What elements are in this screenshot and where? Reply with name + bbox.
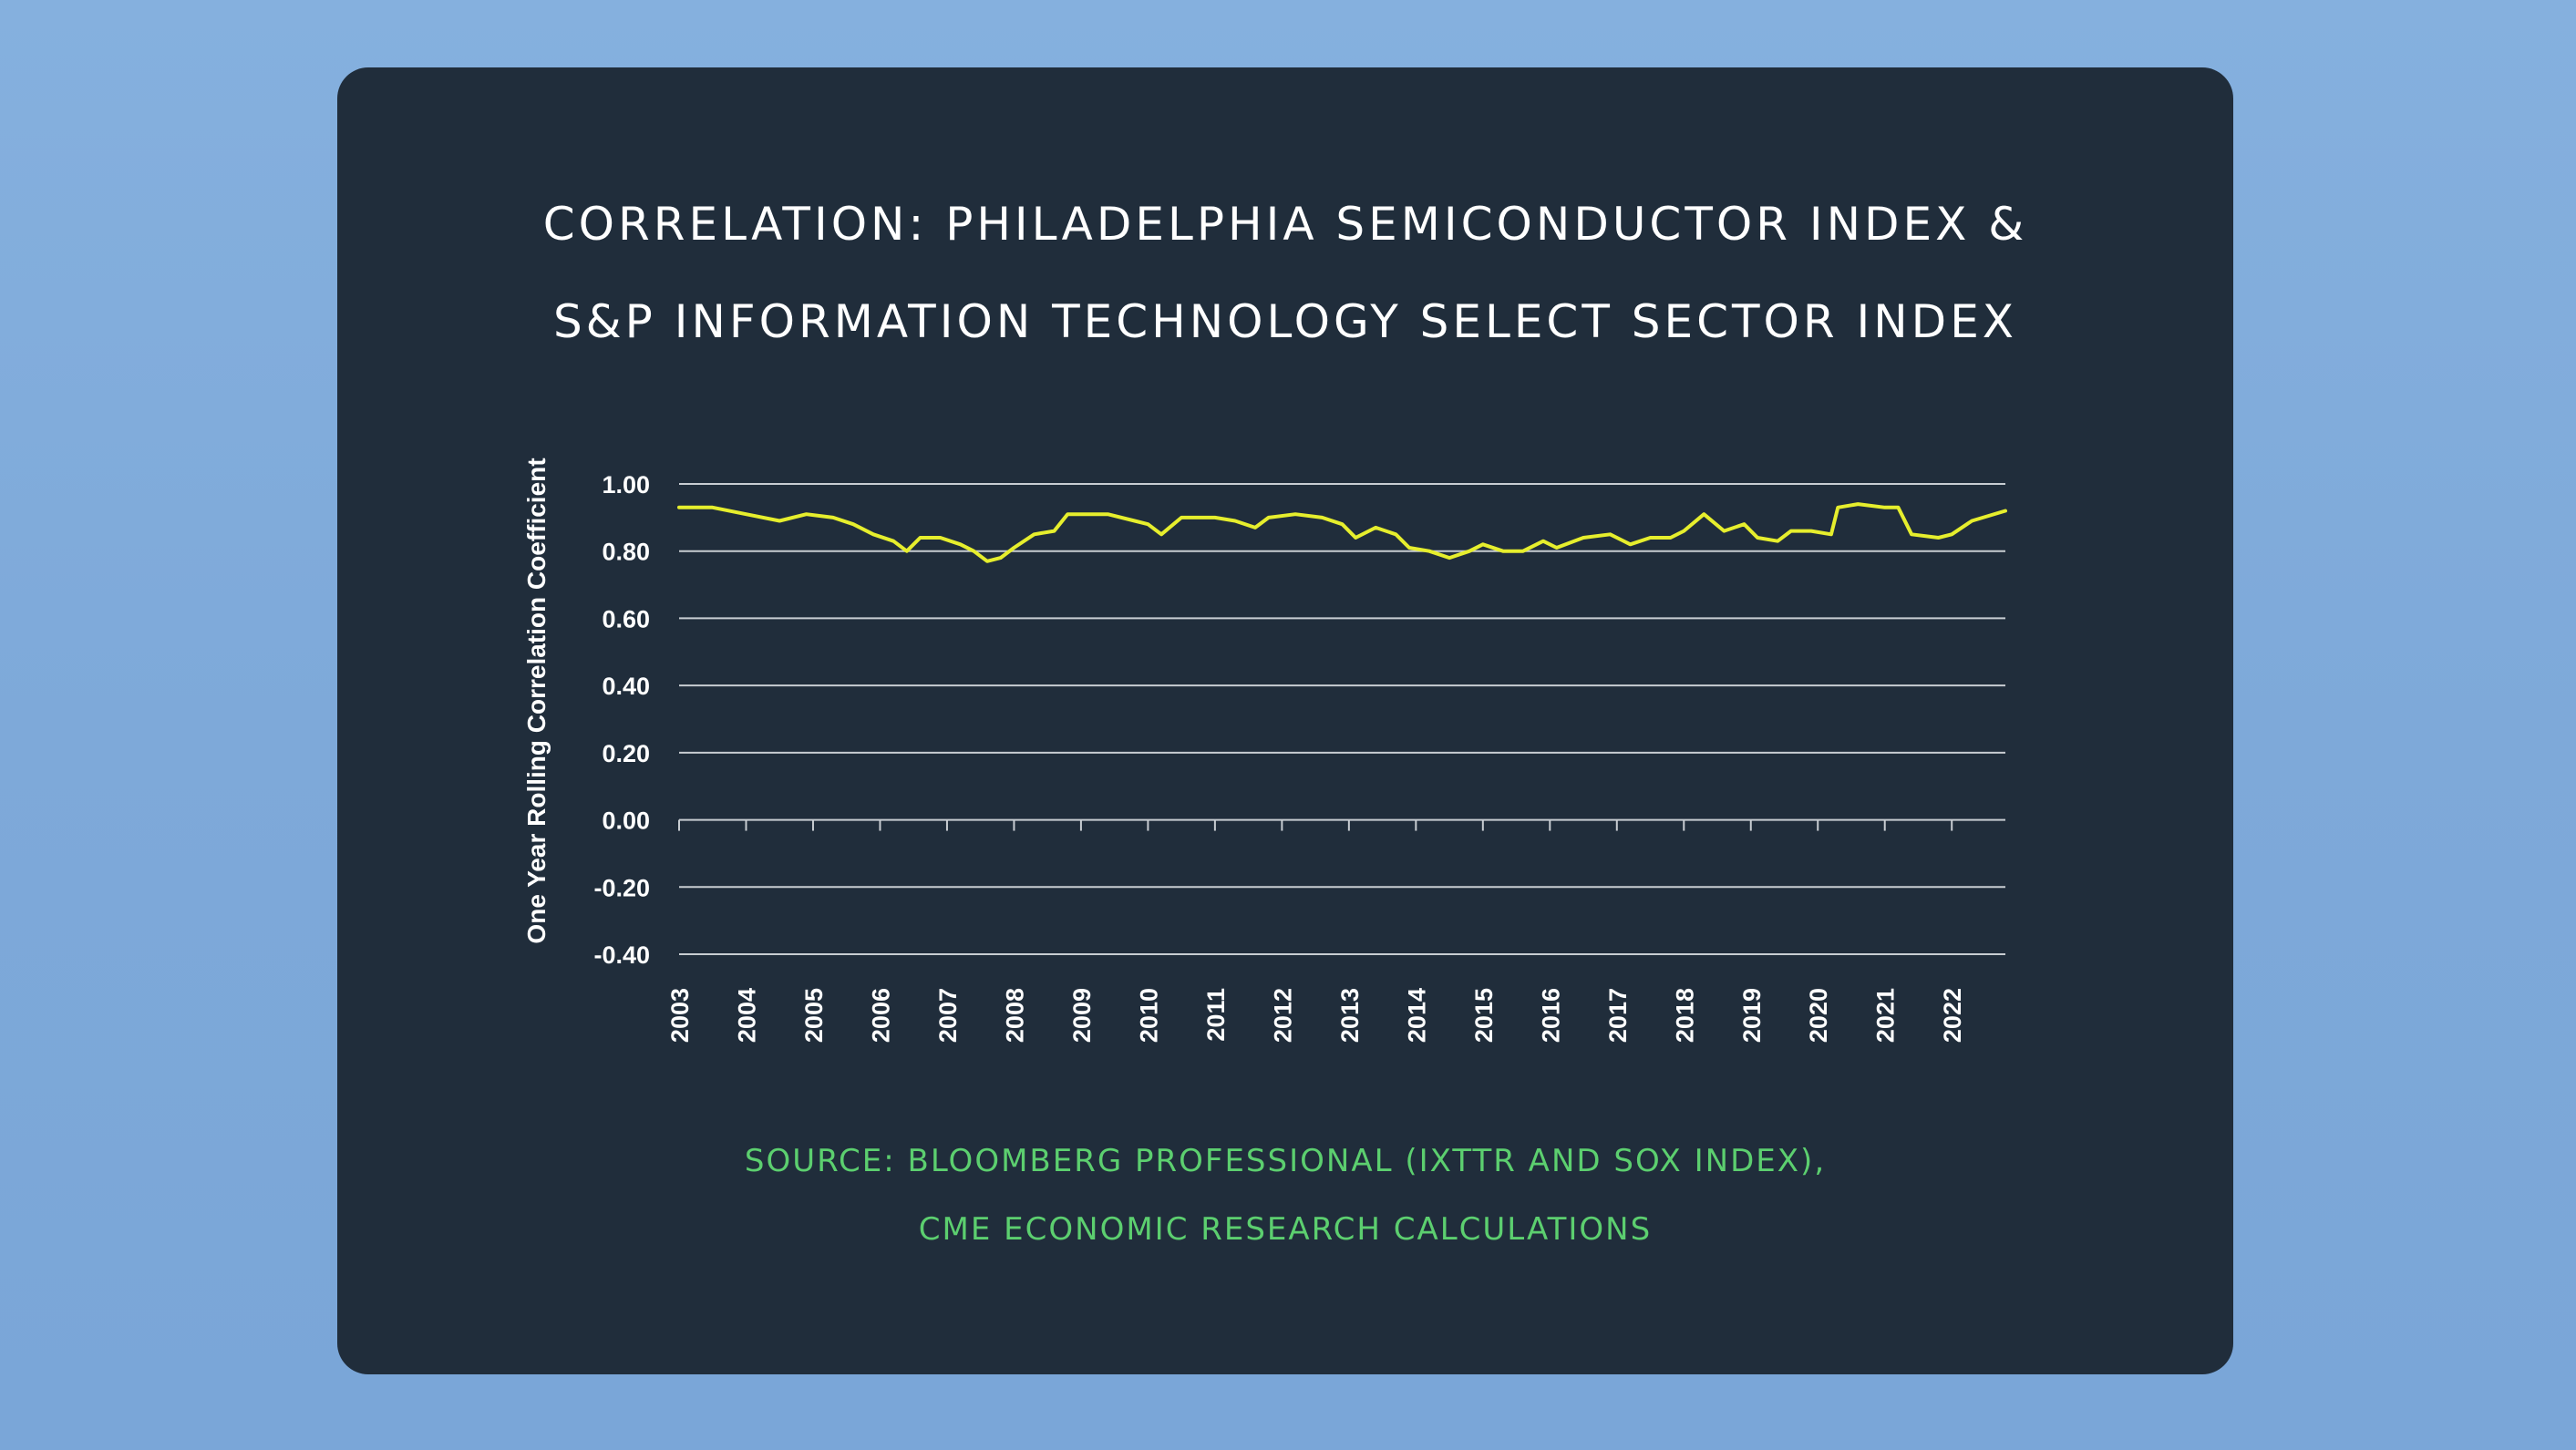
x-tick-label: 2011: [1202, 988, 1230, 1042]
x-tick-label: 2008: [1001, 988, 1028, 1043]
source-line1: SOURCE: BLOOMBERG PROFESSIONAL (IXTTR AN…: [744, 1143, 1827, 1179]
y-axis: 1.00 0.80 0.60 0.40 0.20 0.00 -0.20 -0.40: [593, 471, 650, 969]
y-tick-label: 0.40: [602, 673, 650, 700]
correlation-line: [677, 502, 2007, 563]
x-tick-label: 2006: [867, 988, 894, 1043]
x-tick-label: 2019: [1738, 988, 1766, 1043]
chart-card: CORRELATION: PHILADELPHIA SEMICONDUCTOR …: [337, 67, 2233, 1374]
x-tick-label: 2021: [1872, 988, 1900, 1043]
x-tick-label: 2005: [800, 988, 828, 1043]
y-tick-label: 0.80: [602, 539, 650, 566]
x-tick-label: 2010: [1135, 988, 1162, 1043]
chart-title-line2: S&P INFORMATION TECHNOLOGY SELECT SECTOR…: [552, 295, 2018, 348]
x-tick-label: 2007: [934, 988, 962, 1043]
source-line2: CME ECONOMIC RESEARCH CALCULATIONS: [918, 1211, 1653, 1248]
y-tick-label: 0.00: [602, 807, 650, 835]
line-chart: 2003 2004 2005 2006 2007 2008 2009 2010 2011 2012…: [522, 458, 2007, 1043]
gridlines: [679, 483, 2005, 955]
series-layer: [677, 502, 2007, 563]
x-tick-label: 2013: [1336, 988, 1364, 1043]
y-tick-label: 0.60: [602, 605, 650, 632]
y-tick-label: -0.40: [593, 941, 650, 969]
x-tick-label: 2012: [1269, 988, 1296, 1043]
x-axis: 2003 2004 2005 2006 2007 2008 2009 2010 2011 2012…: [666, 819, 1966, 1043]
y-axis-title: One Year Rolling Correlation Coefficient: [522, 458, 551, 943]
x-tick-label: 2009: [1068, 988, 1096, 1043]
x-tick-label: 2014: [1403, 988, 1430, 1043]
y-tick-label: -0.20: [593, 874, 650, 901]
x-tick-label: 2003: [666, 988, 694, 1043]
x-tick-label: 2020: [1805, 988, 1832, 1043]
y-tick-label: 0.20: [602, 740, 650, 767]
x-tick-label: 2015: [1470, 988, 1498, 1043]
chart-title-line1: CORRELATION: PHILADELPHIA SEMICONDUCTOR …: [542, 198, 2028, 251]
x-tick-label: 2016: [1537, 988, 1564, 1043]
x-tick-label: 2022: [1939, 988, 1966, 1043]
x-tick-label: 2004: [733, 988, 760, 1043]
x-tick-label: 2018: [1671, 988, 1698, 1043]
y-tick-label: 1.00: [602, 471, 650, 499]
x-tick-label: 2017: [1604, 988, 1632, 1043]
